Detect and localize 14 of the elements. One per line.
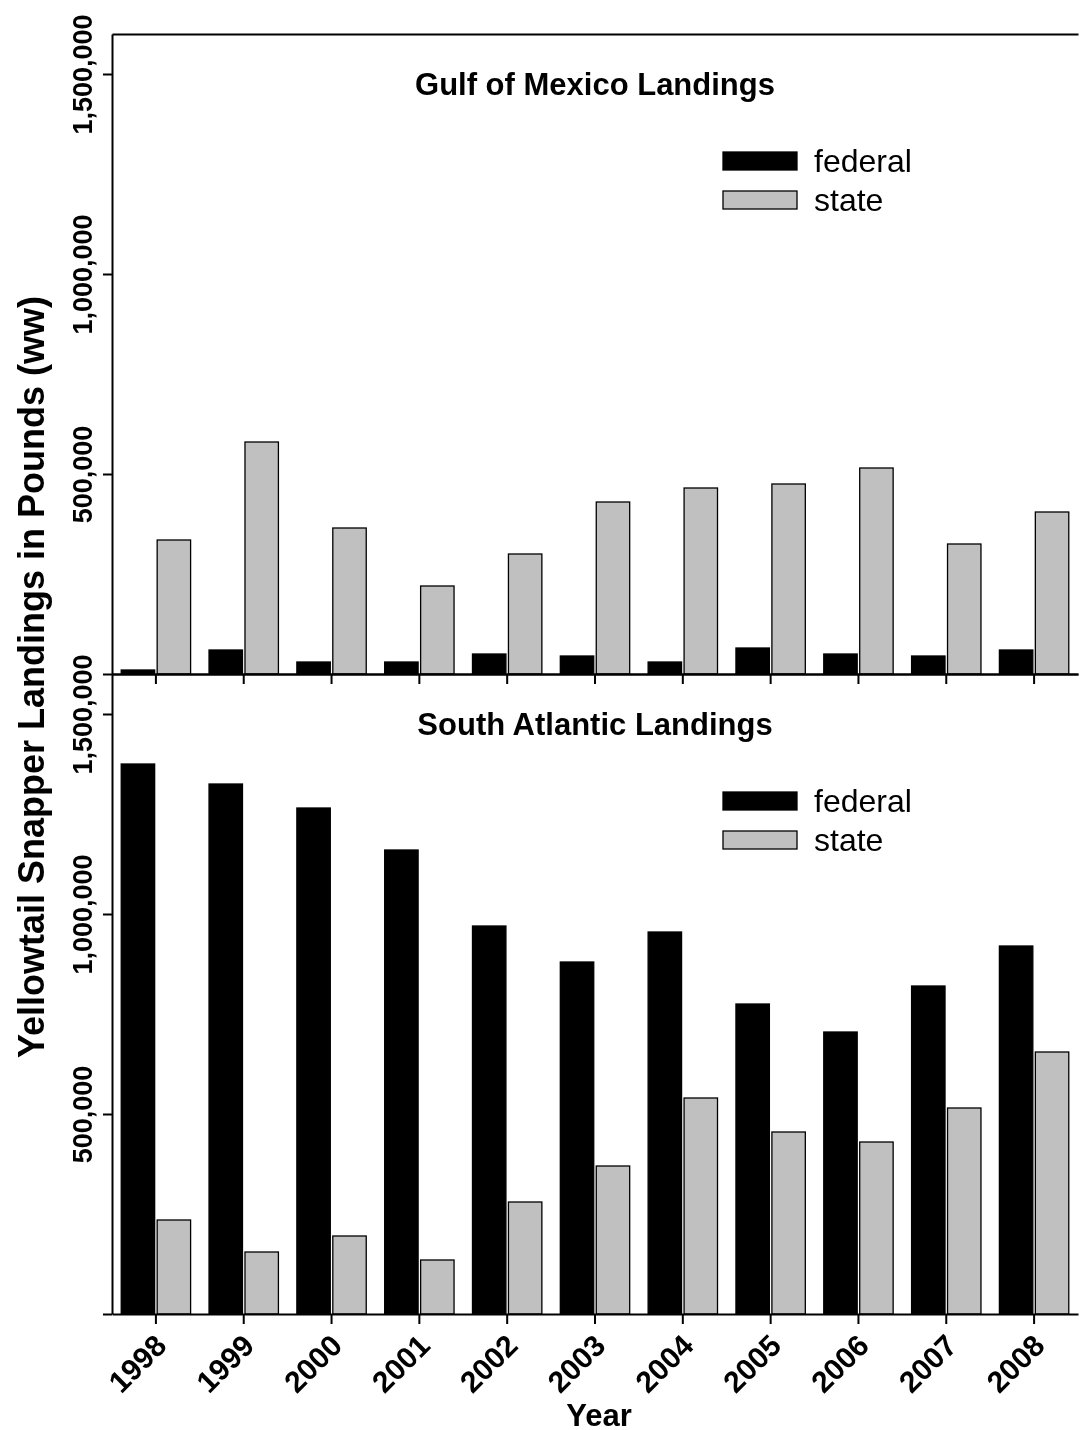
y-tick-label: 1,000,000	[68, 854, 98, 975]
legend-label: federal	[814, 783, 912, 819]
y-tick-label: 1,000,000	[68, 214, 98, 335]
legend-label: state	[814, 182, 884, 218]
y-tick-label: 1,500,000	[68, 654, 98, 775]
legend-label: state	[814, 822, 884, 858]
text: Gulf of Mexico Landings	[415, 67, 775, 102]
y-axis-title: Yellowtail Snapper Landings in Pounds (ww)	[11, 295, 52, 1059]
x-axis-title: Year	[566, 1398, 632, 1430]
y-tick-label: 500,000	[68, 425, 98, 524]
text: South Atlantic Landings	[417, 707, 773, 742]
y-tick-label: 500,000	[68, 1065, 98, 1164]
y-tick-label: 1,500,000	[68, 14, 98, 135]
legend-label: federal	[814, 143, 912, 179]
